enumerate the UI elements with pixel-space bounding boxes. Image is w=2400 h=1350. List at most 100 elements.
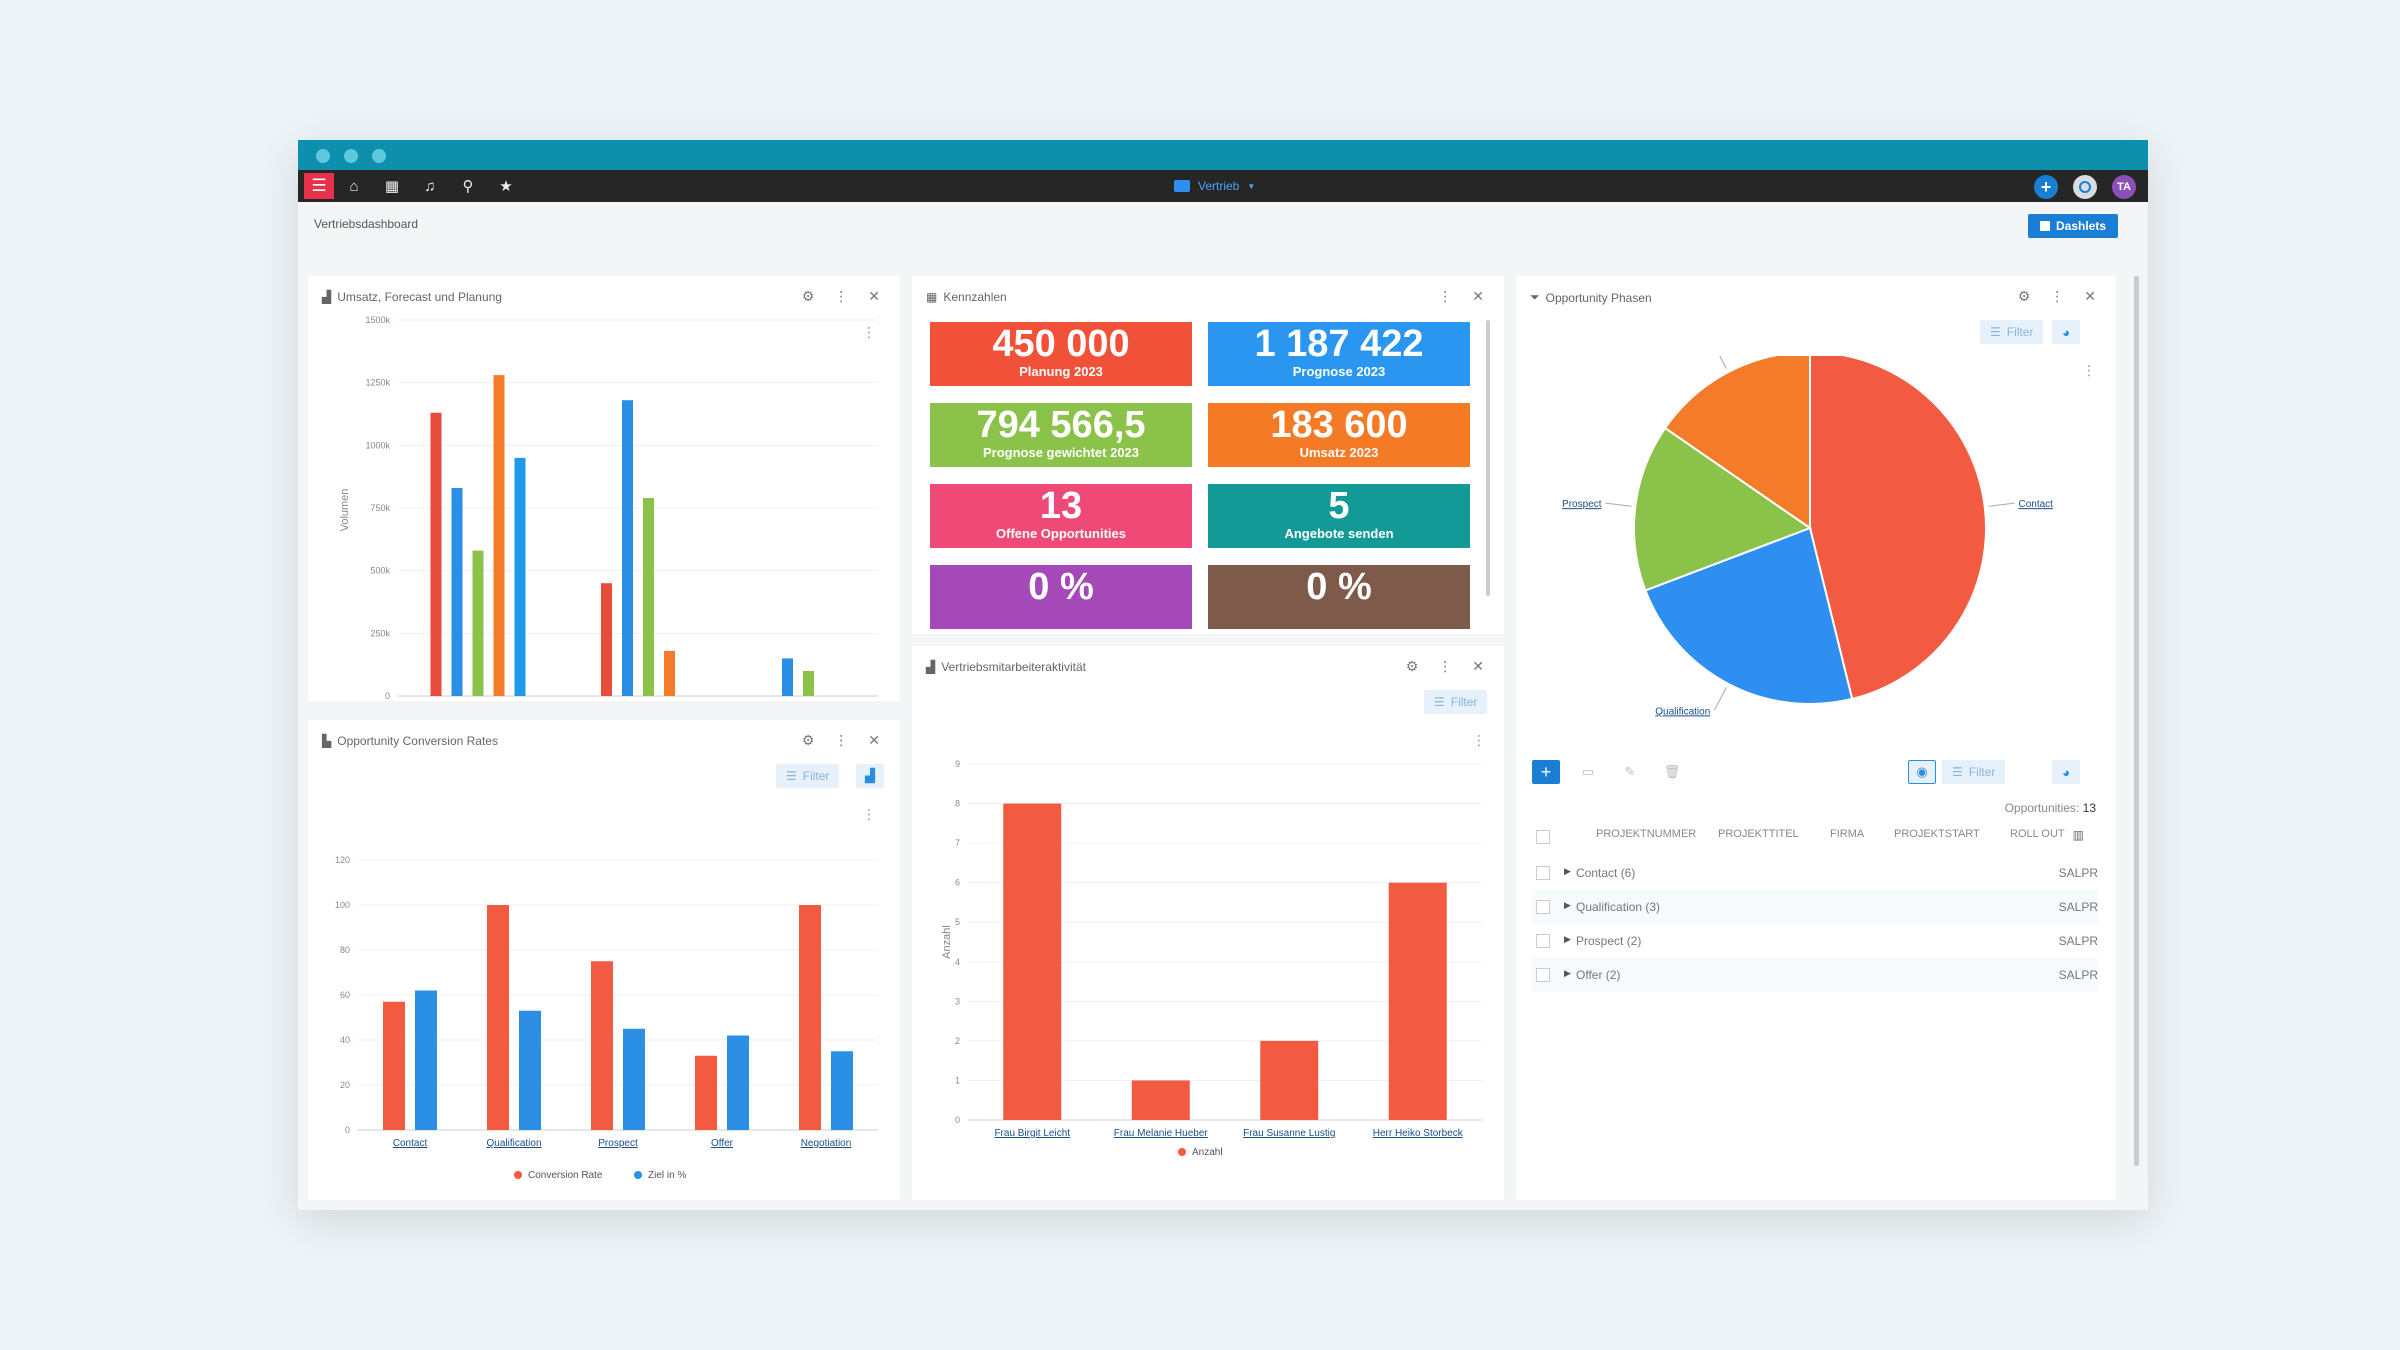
more-icon[interactable]: ⋮ <box>2050 288 2065 304</box>
window-close-dot[interactable] <box>316 149 330 163</box>
row-group-label: Offer (2) <box>1576 968 1621 982</box>
row-checkbox[interactable] <box>1536 900 1550 914</box>
column-projekttitel[interactable]: PROJEKTTITEL <box>1718 828 1799 840</box>
table-row[interactable]: ▶ Contact (6) SALPR <box>1532 856 2098 890</box>
row-checkbox[interactable] <box>1536 934 1550 948</box>
bar <box>1003 803 1062 1120</box>
gear-icon[interactable]: ⚙ <box>2017 288 2031 304</box>
columns-icon[interactable]: ▥ <box>2072 828 2084 842</box>
home-icon[interactable]: ⌂ <box>349 177 359 195</box>
hamburger-icon: ☰ <box>311 176 327 195</box>
column-projektstart[interactable]: PROJEKTSTART <box>1894 828 1980 840</box>
add-button[interactable]: + <box>1532 760 1560 784</box>
panel-phasen-tools: ⚙ ⋮ ✕ <box>2018 288 2096 305</box>
pie-toggle-button[interactable]: ◕ <box>2052 320 2080 344</box>
column-roll-out[interactable]: ROLL OUT <box>2010 828 2065 840</box>
panel-conversion-header: ▙ Opportunity Conversion Rates <box>322 734 498 748</box>
edit-button[interactable]: ✎ <box>1616 760 1644 784</box>
panel-umsatz-tools: ⚙ ⋮ ✕ <box>802 288 880 305</box>
more-icon[interactable]: ⋮ <box>1438 288 1453 304</box>
dashlets-button[interactable]: Dashlets <box>2027 214 2118 238</box>
bell-icon[interactable]: ♫ <box>424 177 436 195</box>
table-row[interactable]: ▶ Qualification (3) SALPR <box>1532 890 2098 924</box>
close-icon[interactable]: ✕ <box>868 732 880 748</box>
page-scrollbar[interactable] <box>2134 276 2139 1166</box>
chart-toggle-button[interactable]: ▟ <box>856 764 884 788</box>
expand-icon[interactable]: ▶ <box>1564 866 1571 876</box>
bar <box>415 990 437 1130</box>
x-tick-label: Frau Melanie Hueber <box>1114 1128 1209 1139</box>
aktivitaet-filter-button[interactable]: ☰ Filter <box>1424 690 1488 714</box>
row-checkbox[interactable] <box>1536 866 1550 880</box>
delete-button[interactable]: 🗑 <box>1658 760 1686 784</box>
settings-icon[interactable] <box>2073 175 2097 199</box>
close-icon[interactable]: ✕ <box>2084 288 2096 304</box>
calendar-icon[interactable]: ▦ <box>384 178 400 195</box>
plus-icon: + <box>1540 761 1552 782</box>
kpi-tile[interactable]: 0 % <box>1208 565 1470 629</box>
chart-menu-icon[interactable]: ⋮ <box>862 324 876 340</box>
more-icon[interactable]: ⋮ <box>834 288 849 304</box>
bar <box>487 905 509 1130</box>
y-tick-label: 100 <box>335 900 350 910</box>
star-icon[interactable]: ★ <box>499 178 513 195</box>
chart-menu-icon[interactable]: ⋮ <box>1472 732 1486 748</box>
add-icon[interactable]: + <box>2034 175 2058 199</box>
kpi-tile[interactable]: 5 Angebote senden <box>1208 484 1470 548</box>
window-titlebar <box>298 140 2148 170</box>
kpi-value: 0 % <box>1028 566 1094 608</box>
search-icon[interactable]: ⚲ <box>462 178 474 195</box>
view-button[interactable]: ◉ <box>1908 760 1936 784</box>
kpi-tile[interactable]: 183 600 Umsatz 2023 <box>1208 403 1470 467</box>
window-minimize-dot[interactable] <box>344 149 358 163</box>
module-switcher[interactable]: Vertrieb ▼ <box>1174 170 1255 202</box>
user-avatar[interactable]: TA <box>2112 175 2136 199</box>
close-icon[interactable]: ✕ <box>1472 658 1484 674</box>
table-row[interactable]: ▶ Prospect (2) SALPR <box>1532 924 2098 958</box>
more-icon[interactable]: ⋮ <box>834 732 849 748</box>
dashlets-label: Dashlets <box>2055 219 2106 233</box>
more-icon[interactable]: ⋮ <box>1438 658 1453 674</box>
kpi-tile[interactable]: 794 566,5 Prognose gewichtet 2023 <box>930 403 1192 467</box>
window-maximize-dot[interactable] <box>372 149 386 163</box>
column-firma[interactable]: FIRMA <box>1830 828 1865 840</box>
page-header: Vertriebsdashboard Dashlets <box>298 202 2148 246</box>
pie-icon: ◕ <box>2062 324 2070 340</box>
y-axis-label: Anzahl <box>941 925 953 959</box>
trash-icon: 🗑 <box>1663 764 1681 779</box>
expand-icon[interactable]: ▶ <box>1564 934 1571 944</box>
expand-icon[interactable]: ▶ <box>1564 968 1571 978</box>
kpi-tile[interactable]: 0 % <box>930 565 1192 629</box>
phasen-filter-button[interactable]: ☰ Filter <box>1980 320 2044 344</box>
expand-icon[interactable]: ▶ <box>1564 900 1571 910</box>
conversion-filter-button[interactable]: ☰ Filter <box>776 764 840 788</box>
y-tick-label: 750k <box>370 503 390 513</box>
chart-toggle-button[interactable]: ◕ <box>2052 760 2080 784</box>
kpi-tile[interactable]: 450 000 Planung 2023 <box>930 322 1192 386</box>
select-all-checkbox[interactable] <box>1536 830 1550 844</box>
folder-button[interactable]: ▭ <box>1574 760 1602 784</box>
table-row[interactable]: ▶ Offer (2) SALPR <box>1532 958 2098 992</box>
y-tick-label: 3 <box>955 996 960 1006</box>
table-filter-button[interactable]: ☰ Filter <box>1942 760 2006 784</box>
column-projektnummer[interactable]: PROJEKTNUMMER <box>1596 828 1697 840</box>
kpi-tile[interactable]: 1 187 422 Prognose 2023 <box>1208 322 1470 386</box>
gear-icon[interactable]: ⚙ <box>1405 658 1419 674</box>
chart-menu-icon[interactable]: ⋮ <box>862 806 876 822</box>
legend-label: Anzahl <box>1192 1147 1223 1158</box>
gear-icon[interactable]: ⚙ <box>801 732 815 748</box>
briefcase-icon <box>1174 180 1190 192</box>
row-checkbox[interactable] <box>1536 968 1550 982</box>
bar <box>451 487 463 696</box>
menu-button[interactable]: ☰ <box>304 173 334 199</box>
y-tick-label: 500k <box>370 566 390 576</box>
close-icon[interactable]: ✕ <box>1472 288 1484 304</box>
chart-menu-icon[interactable]: ⋮ <box>2082 362 2096 378</box>
kpi-scrollbar[interactable] <box>1486 320 1490 596</box>
y-tick-label: 120 <box>335 855 350 865</box>
bar <box>430 412 442 696</box>
gear-icon[interactable]: ⚙ <box>801 288 815 304</box>
close-icon[interactable]: ✕ <box>868 288 880 304</box>
kpi-value: 183 600 <box>1270 404 1408 446</box>
kpi-tile[interactable]: 13 Offene Opportunities <box>930 484 1192 548</box>
